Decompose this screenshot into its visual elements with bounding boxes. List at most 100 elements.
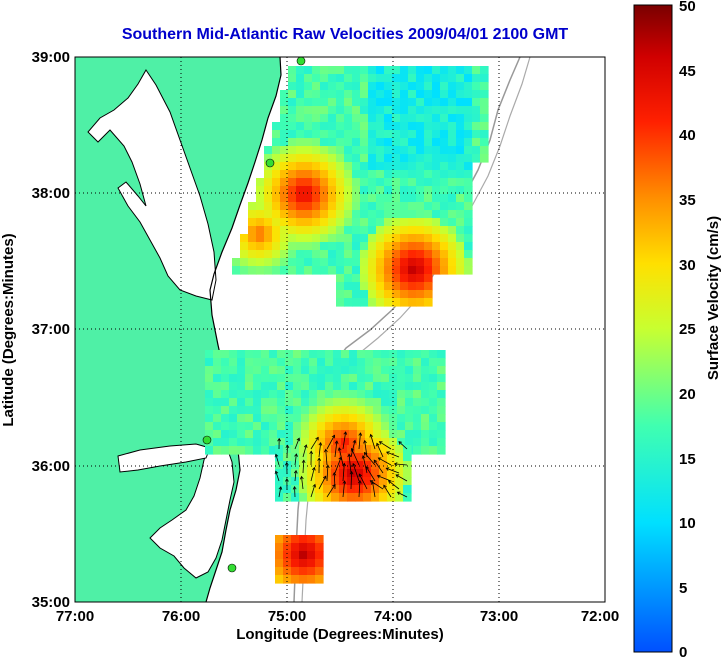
velocity-cell	[421, 390, 430, 399]
velocity-cell	[344, 186, 353, 195]
velocity-arrow	[366, 466, 376, 482]
velocity-cell	[365, 414, 374, 423]
velocity-cell	[403, 445, 412, 454]
velocity-cell	[429, 446, 438, 455]
velocity-cell	[301, 390, 310, 399]
velocity-cell	[424, 242, 433, 251]
velocity-cell	[245, 422, 254, 431]
velocity-cell	[296, 98, 305, 107]
velocity-cell	[336, 82, 345, 91]
albemarle-sound	[117, 443, 211, 473]
velocity-cell	[429, 406, 438, 415]
velocity-cell	[288, 194, 297, 203]
velocity-cell	[237, 390, 246, 399]
velocity-cell	[304, 106, 313, 115]
velocity-cell	[395, 493, 404, 502]
velocity-cell	[368, 274, 377, 283]
velocity-cell	[304, 250, 313, 259]
velocity-cell	[325, 350, 334, 359]
velocity-cell	[315, 551, 324, 560]
velocity-cell	[272, 218, 281, 227]
velocity-cell	[341, 390, 350, 399]
velocity-cell	[392, 194, 401, 203]
velocity-cell	[296, 250, 305, 259]
velocity-cell	[352, 122, 361, 131]
velocity-cell	[413, 430, 422, 439]
velocity-cell	[376, 202, 385, 211]
velocity-cell	[296, 242, 305, 251]
velocity-cell	[320, 66, 329, 75]
velocity-cell	[357, 374, 366, 383]
velocity-cell	[296, 202, 305, 211]
velocity-cell	[437, 350, 446, 359]
velocity-cell	[307, 535, 316, 544]
velocity-cell	[432, 74, 441, 83]
velocity-cell	[408, 122, 417, 131]
velocity-cell	[464, 170, 473, 179]
velocity-cell	[360, 146, 369, 155]
velocity-cell	[352, 298, 361, 307]
x-tick-label: 76:00	[162, 608, 200, 625]
velocity-cell	[403, 493, 412, 502]
colorbar-label: Surface Velocity (cm/s)	[705, 216, 722, 380]
velocity-cell	[389, 414, 398, 423]
velocity-cell	[352, 162, 361, 171]
velocity-cell	[336, 242, 345, 251]
velocity-cell	[416, 74, 425, 83]
velocity-cell	[205, 422, 214, 431]
velocity-cell	[272, 250, 281, 259]
velocity-cell	[448, 66, 457, 75]
velocity-arrowhead	[358, 473, 363, 478]
velocity-cell	[389, 422, 398, 431]
velocity-cell	[277, 422, 286, 431]
velocity-cell	[424, 282, 433, 291]
velocity-cell	[352, 226, 361, 235]
velocity-cell	[360, 210, 369, 219]
velocity-cell	[333, 422, 342, 431]
velocity-cell	[323, 445, 332, 454]
velocity-arrowhead	[358, 432, 363, 436]
velocity-cell	[440, 234, 449, 243]
velocity-arrow	[358, 432, 361, 450]
velocity-cell	[261, 390, 270, 399]
velocity-cell	[416, 114, 425, 123]
velocity-cell	[360, 106, 369, 115]
velocity-cell	[344, 130, 353, 139]
velocity-cell	[315, 453, 324, 462]
velocity-cell	[275, 453, 284, 462]
velocity-arrowhead	[277, 437, 282, 442]
velocity-arrow	[326, 435, 335, 450]
velocity-cell	[400, 298, 409, 307]
velocity-cell	[360, 82, 369, 91]
velocity-arrowhead	[386, 451, 390, 455]
velocity-cell	[275, 445, 284, 454]
velocity-cell	[384, 130, 393, 139]
velocity-cell	[315, 575, 324, 584]
velocity-cell	[344, 66, 353, 75]
velocity-cell	[328, 218, 337, 227]
velocity-cell	[381, 390, 390, 399]
velocity-cell	[400, 202, 409, 211]
velocity-cell	[437, 358, 446, 367]
velocity-cell	[229, 374, 238, 383]
velocity-cell	[389, 366, 398, 375]
velocity-cell	[400, 266, 409, 275]
velocity-cell	[280, 138, 289, 147]
velocity-cell	[293, 422, 302, 431]
velocity-cell	[261, 358, 270, 367]
velocity-cell	[245, 430, 254, 439]
velocity-cell	[373, 422, 382, 431]
velocity-cell	[357, 438, 366, 447]
velocity-cell	[299, 453, 308, 462]
velocity-cell	[221, 366, 230, 375]
velocity-cell	[360, 282, 369, 291]
velocity-cell	[344, 290, 353, 299]
velocity-cell	[317, 398, 326, 407]
velocity-cell	[392, 74, 401, 83]
velocity-cell	[280, 258, 289, 267]
velocity-cell	[384, 114, 393, 123]
velocity-cell	[368, 170, 377, 179]
velocity-arrow	[294, 453, 297, 466]
velocity-cell	[352, 210, 361, 219]
velocity-cell	[229, 406, 238, 415]
